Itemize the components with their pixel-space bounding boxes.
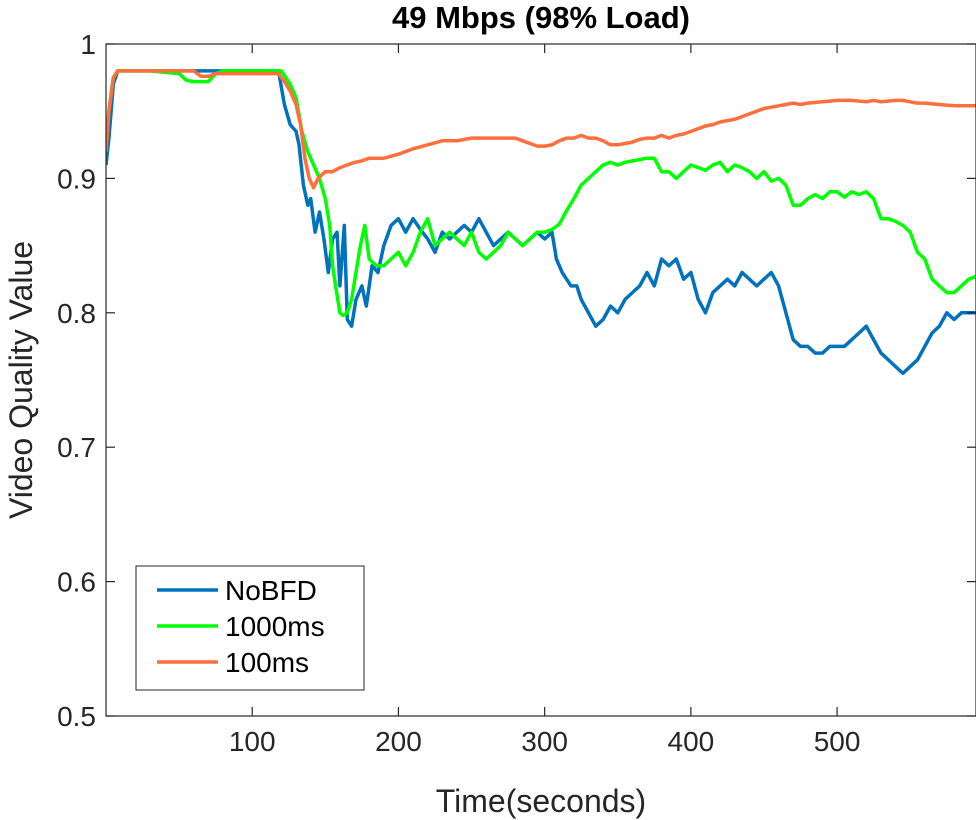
series-line-1	[106, 69, 976, 376]
y-tick-label: 0.8	[57, 298, 96, 329]
y-tick-label: 0.7	[57, 432, 96, 463]
x-tick-label: 200	[375, 726, 422, 757]
x-tick-label: 400	[668, 726, 715, 757]
y-tick-label: 0.9	[57, 163, 96, 194]
series-line-2	[106, 69, 976, 318]
y-axis: 0.5 0.6 0.7 0.8 0.9 1	[57, 29, 976, 732]
x-tick-label: 300	[521, 726, 568, 757]
x-tick-label: 500	[814, 726, 861, 757]
plot-frame	[105, 43, 976, 717]
x-axis: 100 200 300 400 500	[229, 44, 861, 757]
y-tick-label: 1	[80, 29, 96, 60]
x-axis-label: Time(seconds)	[436, 783, 646, 819]
y-tick-label: 0.6	[57, 567, 96, 598]
legend: NoBFD 1000ms 100ms	[135, 565, 365, 691]
chart-title: 49 Mbps (98% Load)	[392, 0, 690, 35]
x-tick-label: 100	[229, 726, 276, 757]
series-line-3	[106, 69, 976, 190]
legend-label-2: 1000ms	[225, 611, 325, 642]
y-axis-label: Video Quality Value	[3, 241, 39, 519]
series-layer	[106, 69, 976, 376]
legend-box	[135, 565, 365, 691]
legend-label-3: 100ms	[225, 647, 309, 678]
legend-label-1: NoBFD	[225, 575, 317, 606]
y-tick-label: 0.5	[57, 701, 96, 732]
